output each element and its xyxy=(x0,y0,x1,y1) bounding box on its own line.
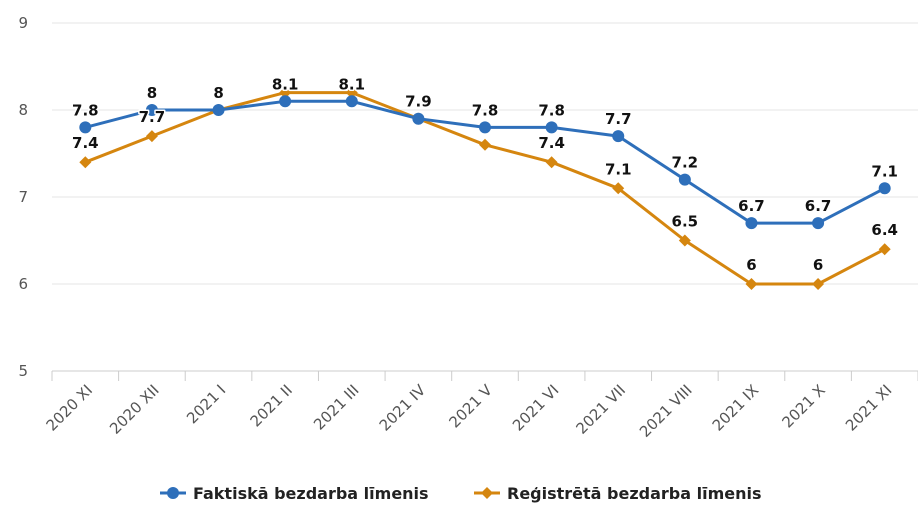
x-tick-label: 2021 IX xyxy=(709,381,762,434)
x-axis-ticks: 2020 XI 2020 XII 2021 I 2021 II 2021 III 2021… xyxy=(43,381,896,441)
circle-marker[interactable] xyxy=(545,121,558,134)
series-group xyxy=(79,86,891,290)
diamond-marker[interactable] xyxy=(479,138,491,151)
diamond-marker[interactable] xyxy=(79,156,92,169)
data-label-faktiska: 7.7 xyxy=(605,110,632,128)
data-label-faktiska: 7.8 xyxy=(472,101,499,119)
data-label-faktiska: 7.2 xyxy=(672,154,699,172)
x-tick-label: 2021 I xyxy=(183,381,229,427)
circle-marker[interactable] xyxy=(612,130,625,143)
data-label-faktiska: 8.1 xyxy=(338,75,365,93)
data-label-faktiska: 7.1 xyxy=(871,162,898,180)
diamond-marker[interactable] xyxy=(612,182,625,195)
diamond-marker[interactable] xyxy=(145,130,158,143)
circle-icon xyxy=(167,487,179,499)
data-label-faktiska: 8.1 xyxy=(272,75,299,93)
data-label-registreta: 6 xyxy=(746,256,756,274)
x-tick-label: 2020 XI xyxy=(43,381,96,434)
y-tick-label: 5 xyxy=(18,362,28,380)
x-tick-label: 2021 VII xyxy=(572,381,629,438)
data-label-registreta: 7.4 xyxy=(72,134,99,152)
data-label-registreta: 6 xyxy=(813,256,823,274)
data-label-registreta: 7.4 xyxy=(538,134,565,152)
data-label-faktiska: 6.7 xyxy=(738,197,765,215)
data-label-faktiska: 7.9 xyxy=(405,93,432,111)
legend-label: Reģistrētā bezdarba līmenis xyxy=(507,484,762,503)
x-tick-label: 2021 VIII xyxy=(636,381,696,441)
circle-marker[interactable] xyxy=(479,121,491,134)
y-axis-ticks: 5 6 7 8 9 xyxy=(18,14,28,380)
y-tick-label: 8 xyxy=(18,101,28,119)
circle-marker[interactable] xyxy=(345,95,358,108)
diamond-marker[interactable] xyxy=(812,278,825,290)
data-label-faktiska: 6.7 xyxy=(805,197,832,215)
diamond-marker[interactable] xyxy=(678,234,691,247)
legend[interactable]: Faktiskā bezdarba līmenis Reģistrētā bezd… xyxy=(160,484,762,503)
diamond-marker[interactable] xyxy=(878,243,891,256)
data-label-faktiska: 7.8 xyxy=(72,101,99,119)
circle-marker[interactable] xyxy=(279,95,292,108)
data-label-registreta: 6.5 xyxy=(672,213,699,231)
x-tick-label: 2020 XII xyxy=(106,381,163,438)
series-line xyxy=(83,91,887,286)
diamond-marker[interactable] xyxy=(279,86,292,99)
y-tick-label: 9 xyxy=(18,14,28,32)
x-tick-label: 2021 VI xyxy=(509,381,562,434)
data-label-registreta: 7.1 xyxy=(605,160,632,178)
series-line xyxy=(83,99,887,225)
x-tick-label: 2021 XI xyxy=(842,381,895,434)
series-faktiska xyxy=(79,95,891,230)
circle-marker[interactable] xyxy=(678,173,691,186)
grid-lines xyxy=(52,22,918,285)
x-axis xyxy=(51,370,918,381)
legend-item-registreta[interactable]: Reģistrētā bezdarba līmenis xyxy=(474,484,762,503)
x-tick-label: 2021 III xyxy=(310,381,362,433)
legend-item-faktiska[interactable]: Faktiskā bezdarba līmenis xyxy=(160,484,429,503)
circle-marker[interactable] xyxy=(412,112,425,125)
diamond-marker[interactable] xyxy=(745,278,758,290)
data-label-faktiska: 8 xyxy=(213,84,223,102)
data-label-faktiska: 7.8 xyxy=(538,101,565,119)
data-labels: 7.8 8 8 8.1 8.1 7.9 7.8 7.8 7.7 7.2 6.7 6.7 7.1 7.4 7.… xyxy=(71,74,900,276)
x-tick-label: 2021 II xyxy=(247,381,296,430)
x-tick-label: 2021 X xyxy=(779,381,829,431)
x-tick-label: 2021 IV xyxy=(376,381,430,435)
data-label-registreta: 6.4 xyxy=(871,221,898,239)
diamond-marker[interactable] xyxy=(345,86,358,99)
circle-marker[interactable] xyxy=(145,104,158,116)
circle-marker[interactable] xyxy=(212,104,225,116)
circle-marker[interactable] xyxy=(79,121,92,134)
y-tick-label: 6 xyxy=(18,275,28,293)
x-tick-label: 2021 V xyxy=(445,381,496,432)
data-label-registreta: 7.7 xyxy=(139,108,166,126)
diamond-icon xyxy=(481,487,493,499)
circle-marker[interactable] xyxy=(878,182,891,195)
y-tick-label: 7 xyxy=(18,188,28,206)
legend-label: Faktiskā bezdarba līmenis xyxy=(193,484,429,503)
circle-marker[interactable] xyxy=(812,217,825,230)
data-label-faktiska: 8 xyxy=(147,84,157,102)
circle-marker[interactable] xyxy=(745,217,758,230)
diamond-marker[interactable] xyxy=(545,156,558,169)
